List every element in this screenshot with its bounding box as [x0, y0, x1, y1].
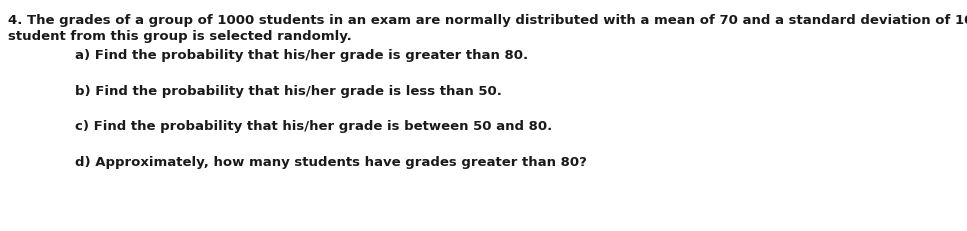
Text: 4. The grades of a group of 1000 students in an exam are normally distributed wi: 4. The grades of a group of 1000 student…	[8, 14, 967, 27]
Text: b) Find the probability that his/her grade is less than 50.: b) Find the probability that his/her gra…	[75, 85, 502, 97]
Text: d) Approximately, how many students have grades greater than 80?: d) Approximately, how many students have…	[75, 155, 587, 168]
Text: c) Find the probability that his/her grade is between 50 and 80.: c) Find the probability that his/her gra…	[75, 119, 552, 132]
Text: a) Find the probability that his/her grade is greater than 80.: a) Find the probability that his/her gra…	[75, 49, 528, 62]
Text: student from this group is selected randomly.: student from this group is selected rand…	[8, 30, 352, 43]
